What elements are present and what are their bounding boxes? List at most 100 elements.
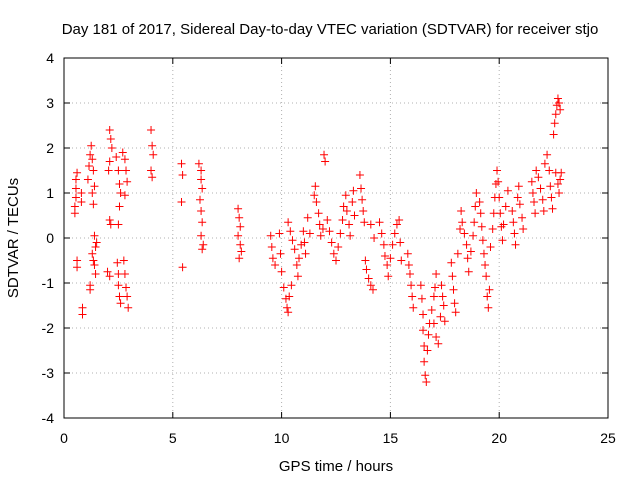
data-point: [457, 207, 466, 215]
data-point: [339, 202, 348, 211]
data-point: [485, 285, 494, 294]
data-point: [540, 159, 549, 168]
data-point: [404, 261, 413, 269]
data-point: [198, 245, 207, 254]
data-point: [235, 213, 244, 222]
data-point: [292, 261, 301, 269]
data-point: [388, 240, 397, 249]
data-point: [509, 218, 518, 227]
data-point: [456, 225, 465, 233]
data-point: [123, 292, 132, 301]
data-point: [71, 175, 80, 184]
data-point: [539, 207, 548, 215]
data-point: [549, 130, 558, 139]
data-point: [147, 126, 156, 134]
data-point: [177, 198, 186, 206]
data-point: [77, 189, 86, 197]
data-points: [70, 94, 566, 386]
data-point: [476, 209, 485, 218]
data-point: [453, 249, 462, 258]
data-point: [360, 218, 369, 227]
data-point: [277, 267, 286, 276]
data-point: [198, 184, 207, 193]
data-point: [464, 267, 473, 276]
data-point: [478, 236, 487, 245]
data-point: [320, 150, 329, 159]
data-point: [114, 281, 123, 290]
data-point: [447, 258, 456, 267]
data-point: [488, 225, 497, 233]
data-point: [530, 198, 539, 206]
y-tick-label: -1: [42, 275, 55, 291]
data-point: [87, 141, 96, 150]
data-point: [358, 195, 367, 204]
data-point: [462, 240, 471, 249]
data-point: [437, 281, 446, 290]
data-point: [73, 263, 82, 272]
data-point: [70, 202, 79, 211]
data-point: [123, 177, 132, 186]
data-point: [196, 195, 204, 204]
data-point: [355, 171, 364, 179]
data-point: [284, 308, 293, 317]
data-point: [392, 220, 401, 229]
x-tick-label: 25: [600, 430, 616, 446]
data-point: [267, 243, 276, 251]
data-point: [115, 202, 124, 211]
data-point: [286, 227, 295, 236]
data-point: [429, 319, 438, 328]
data-point: [199, 240, 208, 249]
data-point: [501, 202, 510, 211]
data-point: [486, 243, 495, 251]
data-point: [375, 218, 384, 227]
data-point: [198, 218, 207, 227]
data-point: [197, 166, 206, 175]
data-point: [334, 243, 343, 251]
data-point: [395, 216, 404, 224]
data-point: [536, 184, 545, 193]
data-point: [518, 213, 527, 222]
data-point: [475, 198, 484, 206]
y-tick-label: -4: [42, 410, 55, 426]
data-point: [122, 166, 131, 175]
data-point: [357, 184, 366, 193]
data-point: [103, 267, 112, 276]
data-point: [327, 238, 336, 247]
y-tick-label: -3: [42, 365, 55, 381]
y-tick-label: 4: [46, 50, 54, 66]
data-point: [283, 303, 292, 312]
data-point: [316, 231, 325, 240]
data-point: [346, 231, 355, 240]
data-point: [112, 153, 121, 161]
data-point: [349, 186, 358, 195]
data-point: [285, 292, 294, 301]
data-point: [105, 126, 114, 134]
data-point: [323, 216, 332, 224]
data-point: [534, 173, 543, 182]
data-point: [116, 299, 125, 308]
data-point: [431, 283, 440, 292]
data-point: [105, 216, 114, 224]
data-point: [266, 231, 275, 240]
data-point: [321, 157, 330, 166]
data-point: [122, 283, 131, 292]
data-point: [379, 240, 388, 249]
data-point: [553, 94, 562, 103]
data-point: [118, 148, 127, 157]
data-point: [421, 371, 430, 380]
data-point: [106, 135, 115, 143]
data-point: [458, 218, 467, 227]
data-point: [477, 222, 486, 231]
data-point: [508, 207, 517, 215]
data-point: [90, 231, 99, 240]
data-point: [547, 193, 556, 202]
data-point: [494, 177, 503, 186]
data-point: [236, 222, 245, 231]
data-point: [194, 159, 203, 168]
data-point: [471, 202, 480, 211]
data-point: [361, 256, 370, 265]
data-point: [546, 182, 555, 191]
data-point: [499, 220, 508, 229]
data-point: [377, 229, 386, 238]
data-point: [407, 281, 416, 290]
